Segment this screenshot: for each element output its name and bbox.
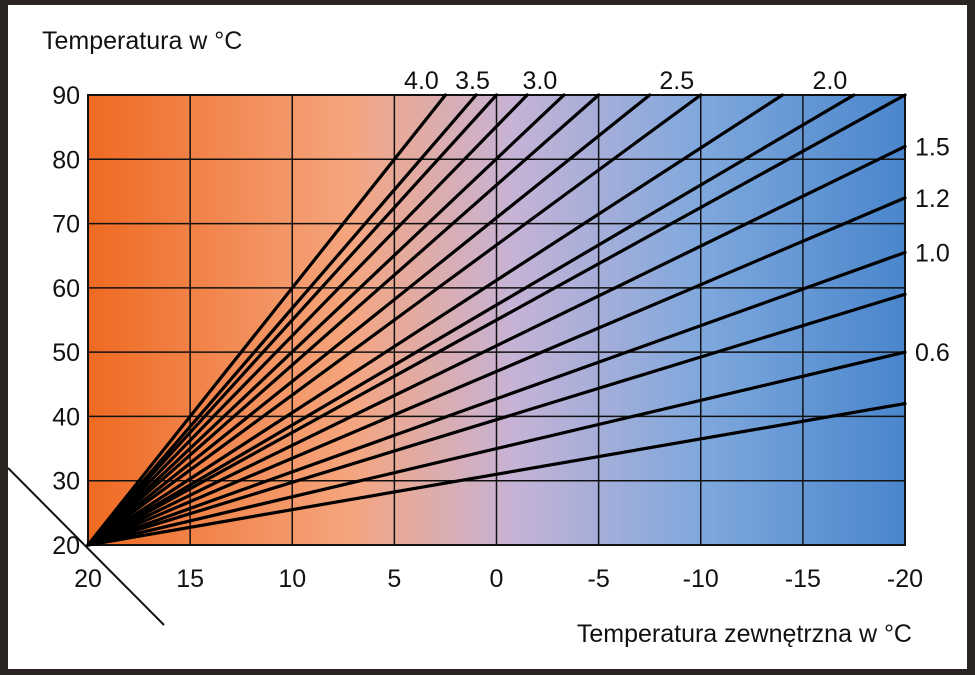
- heating-curve: [86, 93, 448, 547]
- heating-curve: [86, 93, 785, 547]
- x-tick-label: 20: [74, 565, 102, 593]
- heating-curve: [86, 144, 907, 547]
- y-axis-title: Temperatura w °C: [42, 27, 242, 55]
- corner-diagonal-line: [8, 467, 165, 626]
- y-tick-label: 30: [52, 468, 80, 496]
- x-tick-label: -10: [683, 565, 719, 593]
- x-tick-label: 5: [387, 565, 401, 593]
- heating-curve: [86, 250, 907, 547]
- curve-label: 0.6: [915, 339, 950, 367]
- x-tick-label: 15: [176, 565, 204, 593]
- curve-label: 1.0: [915, 240, 950, 268]
- curve-labels: 4.0 3.5 3.0 2.5 2.0 1.5 1.2 1.0 0.6: [404, 67, 950, 367]
- heating-curve: [86, 93, 601, 547]
- y-tick-label: 70: [52, 211, 80, 239]
- x-tick-label: 0: [490, 565, 504, 593]
- heating-curve: [86, 93, 703, 547]
- curve-label: 1.2: [915, 185, 950, 213]
- curve-label: 3.5: [455, 67, 490, 95]
- heating-curve: [86, 93, 652, 547]
- heating-curve: [86, 196, 907, 547]
- heating-curve: [86, 93, 478, 547]
- curve-label: 3.0: [523, 67, 558, 95]
- heating-curve: [86, 93, 529, 547]
- heating-curve: [86, 292, 907, 547]
- x-tick-label: 10: [278, 565, 306, 593]
- curve-label: 2.0: [813, 67, 848, 95]
- heating-curve: [86, 93, 499, 547]
- y-tick-label: 20: [52, 532, 80, 560]
- heating-curve: [86, 401, 907, 547]
- x-tick-label: -5: [588, 565, 610, 593]
- y-tick-labels: 20 30 40 50 60 70 80 90: [52, 82, 80, 560]
- heating-curve: [86, 93, 907, 547]
- x-axis-title: Temperatura zewnętrzna w °C: [577, 620, 912, 648]
- heating-curve: [86, 93, 566, 547]
- curve-label: 1.5: [915, 133, 950, 161]
- y-tick-label: 90: [52, 82, 80, 110]
- heating-curve: [86, 93, 856, 547]
- heating-curves: [86, 93, 907, 547]
- curve-label: 2.5: [659, 67, 694, 95]
- y-tick-label: 40: [52, 403, 80, 431]
- curve-label: 4.0: [404, 67, 439, 95]
- chart-frame: 20 30 40 50 60 70 80 90 20 15 10 5 0 -5 -10 -15 -20 4.0…: [8, 5, 967, 669]
- x-tick-labels: 20 15 10 5 0 -5 -10 -15 -20: [74, 565, 923, 593]
- y-tick-label: 50: [52, 339, 80, 367]
- y-tick-label: 80: [52, 146, 80, 174]
- y-tick-label: 60: [52, 275, 80, 303]
- x-tick-label: -15: [785, 565, 821, 593]
- heating-curve: [86, 350, 907, 547]
- x-tick-label: -20: [887, 565, 923, 593]
